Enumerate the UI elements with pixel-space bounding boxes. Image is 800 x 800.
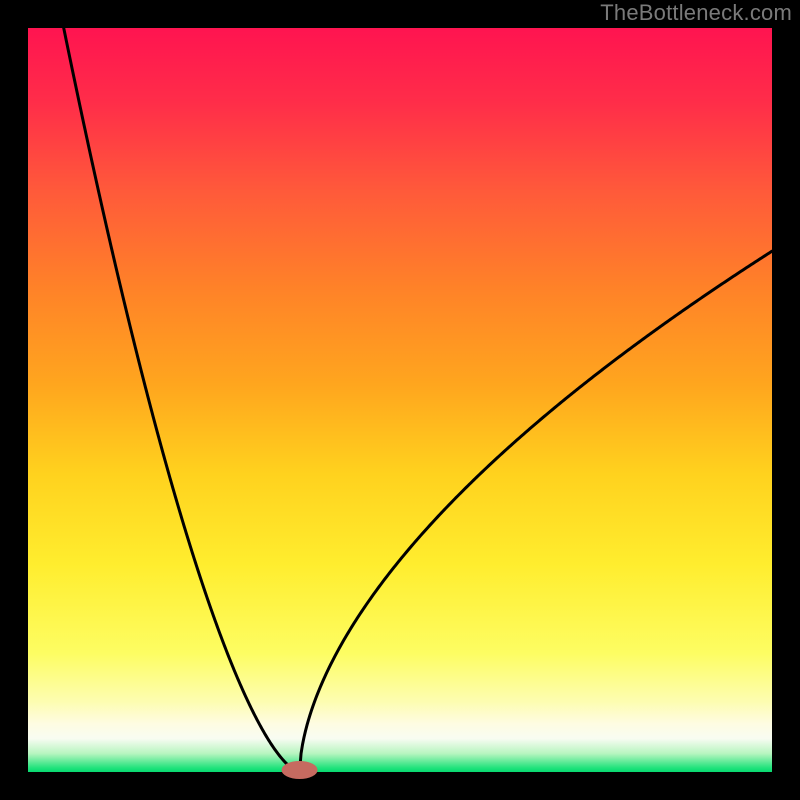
plot-background <box>28 28 772 772</box>
cusp-marker <box>282 761 318 779</box>
watermark-text: TheBottleneck.com <box>600 0 792 26</box>
bottleneck-chart <box>0 0 800 800</box>
